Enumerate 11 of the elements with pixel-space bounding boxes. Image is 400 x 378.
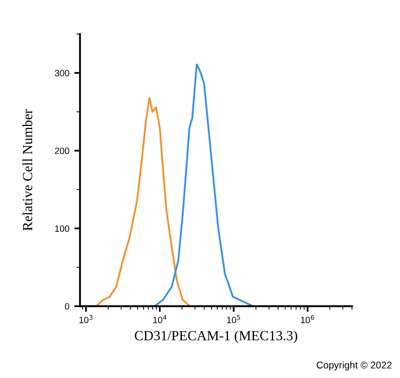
x-tick-label: 10$^{3}$	[79, 314, 92, 324]
x-tick-label: 10$^{6}$	[301, 314, 314, 324]
x-tick-label: 10$^{4}$	[153, 315, 166, 324]
text: Copyright © 2022	[316, 361, 392, 370]
y-tick-label: 100	[55, 225, 70, 232]
y-tick-label: 300	[54, 70, 70, 76]
x-tick-label: 10$^{5}$	[227, 315, 240, 324]
y-tick-label: 0	[64, 303, 70, 310]
x-axis-title: CD31/PECAM-1 (MEC13.3)	[134, 330, 298, 344]
y-tick-label: 200	[54, 148, 70, 154]
y-axis-title: Relative Cell Number	[22, 109, 32, 231]
